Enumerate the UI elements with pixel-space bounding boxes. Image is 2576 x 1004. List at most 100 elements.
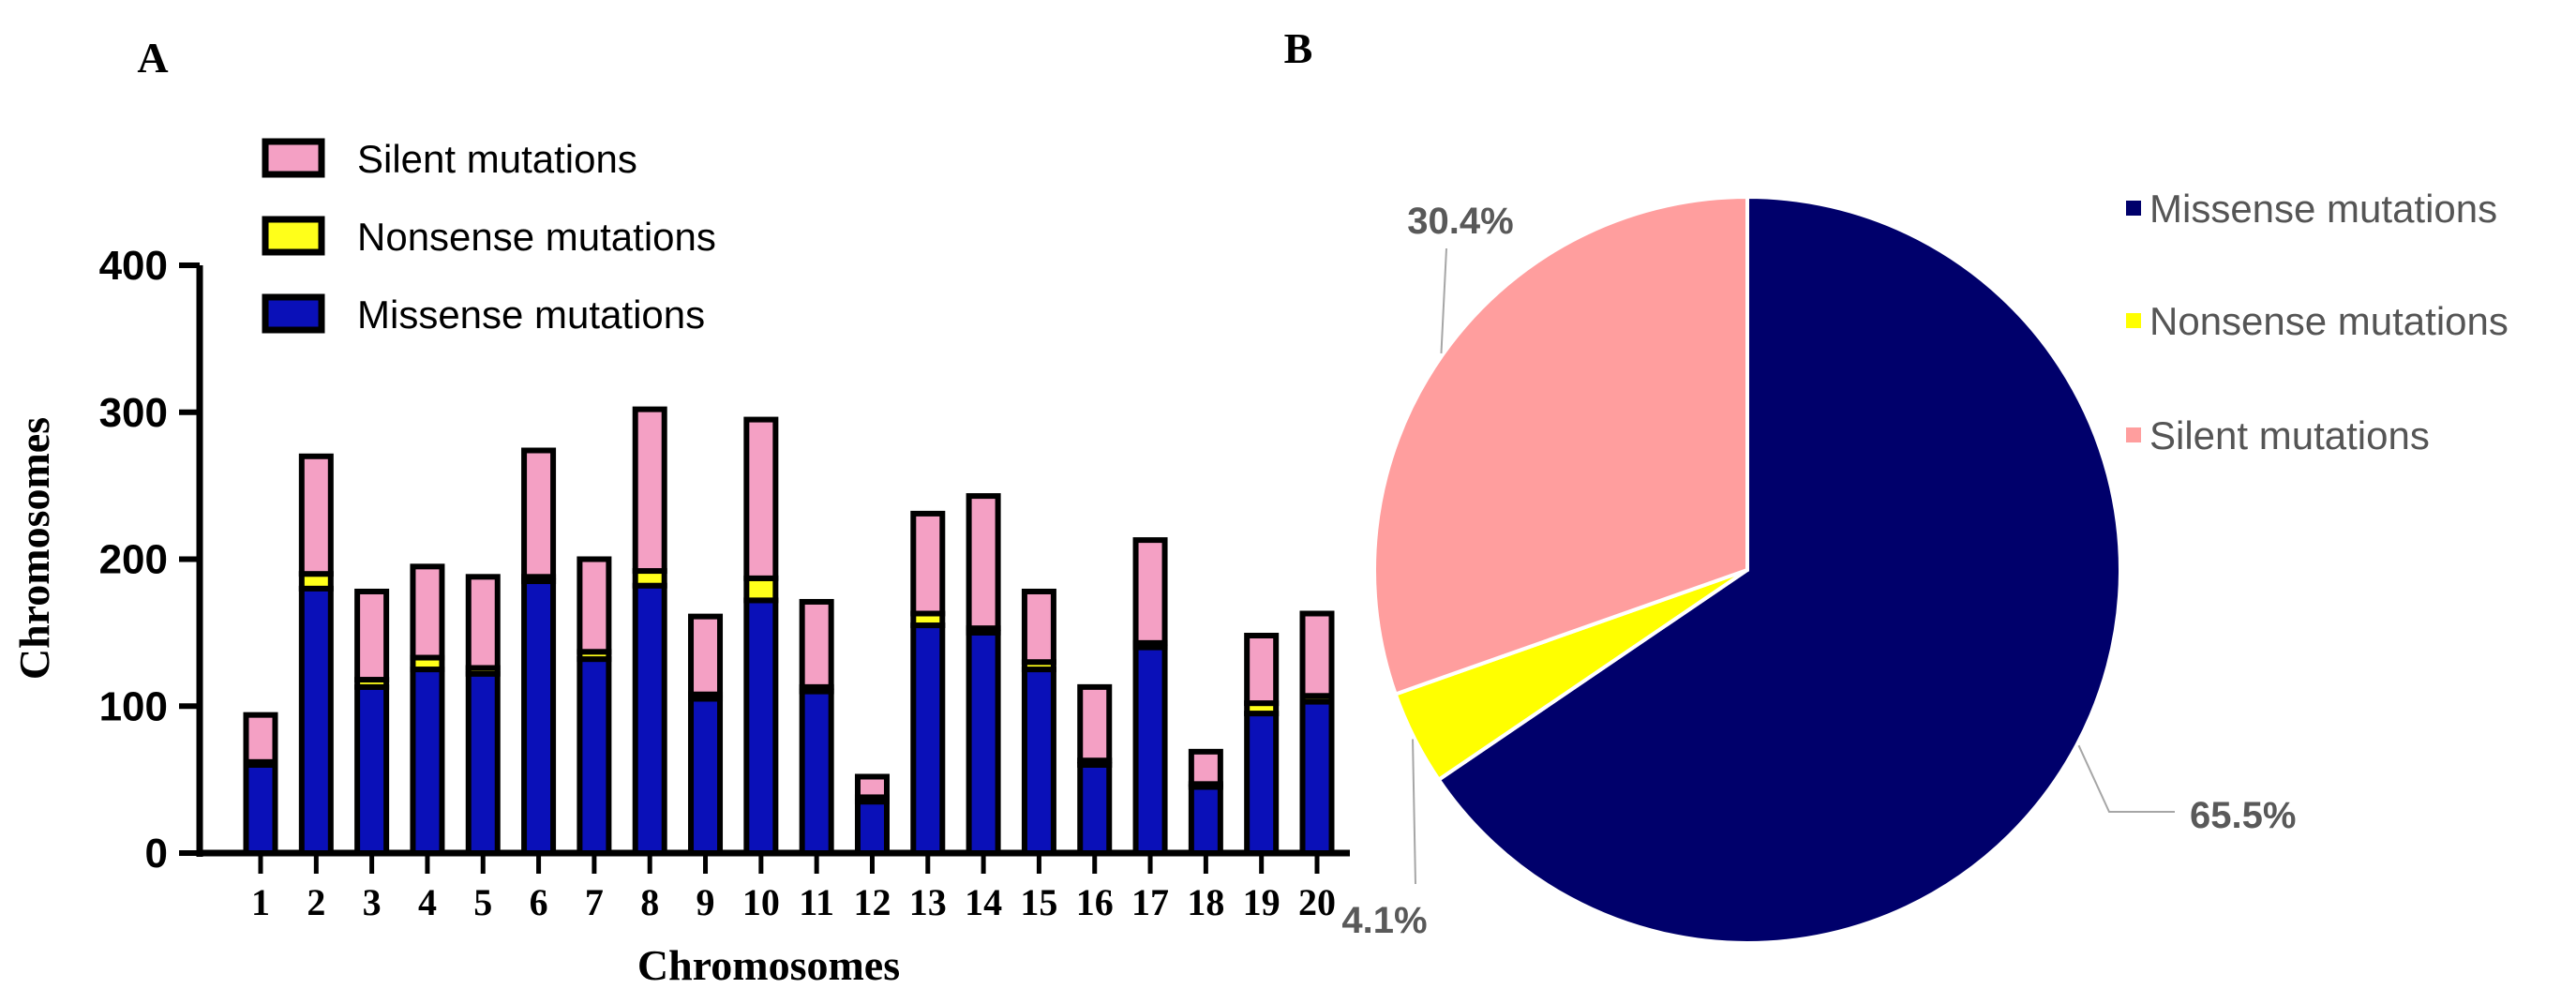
bar-x-tick-label: 6 [530, 881, 548, 923]
bar-legend-label: Nonsense mutations [357, 215, 716, 259]
bar-segment-silent-mutations [1299, 610, 1335, 699]
bar-stack-chr-13 [910, 510, 946, 856]
bar-legend-entry-nonsense-mutations: Nonsense mutations [262, 215, 716, 259]
bar-x-tick-label: 11 [799, 881, 834, 923]
bar-legend-entry-missense-mutations: Missense mutations [262, 292, 705, 337]
panel-a-bar-chart: A Silent mutations Nonsense mutations Miss… [10, 34, 1350, 989]
bar-y-axis: 0 100 200 300 400 [99, 243, 203, 877]
bar-y-tick-label: 300 [99, 390, 168, 436]
bar-segment-silent-mutations [688, 613, 724, 697]
bar-x-tick-label: 2 [307, 881, 325, 923]
pie-data-label-silent-mutations: 30.4% [1407, 201, 1513, 242]
bar-y-tick-label: 200 [99, 537, 168, 583]
bar-segment-silent-mutations [1244, 633, 1280, 707]
pie-legend-entry-missense-mutations: Missense mutations [2126, 187, 2497, 231]
bar-legend-swatch [262, 293, 325, 334]
bar-stack-chr-4 [410, 563, 445, 856]
bar-segment-missense-mutations [1244, 711, 1280, 857]
pie-legend-entry-silent-mutations: Silent mutations [2126, 413, 2430, 457]
bar-segment-silent-mutations [743, 416, 779, 581]
bar-x-tick-label: 7 [585, 881, 604, 923]
bar-segment-missense-mutations [577, 656, 612, 857]
bar-marks [243, 406, 1335, 857]
bar-x-tick-label: 13 [909, 881, 947, 923]
bar-x-tick-label: 4 [418, 881, 437, 923]
bar-segment-silent-mutations [354, 588, 390, 683]
bar-x-tick-label: 17 [1131, 881, 1169, 923]
pie-slices [1372, 194, 2122, 945]
pie-leader-line [1440, 247, 1447, 354]
bar-x-tick-label: 18 [1187, 881, 1224, 923]
bar-x-tick-label: 15 [1020, 881, 1057, 923]
bar-y-axis-title: Chromosomes [10, 417, 58, 680]
bar-stack-chr-5 [465, 574, 501, 857]
bar-x-tick-label: 10 [742, 881, 780, 923]
bar-segment-missense-mutations [688, 696, 724, 856]
bar-segment-silent-mutations [854, 773, 890, 801]
bar-segment-silent-mutations [910, 510, 946, 617]
pie-legend-swatch [2126, 427, 2141, 442]
bar-x-tick-label: 20 [1298, 881, 1336, 923]
bar-stack-chr-19 [1244, 633, 1280, 857]
pie-data-label-nonsense-mutations: 4.1% [1341, 900, 1427, 941]
pie-legend-swatch [2126, 313, 2141, 328]
bar-segment-missense-mutations [966, 629, 1001, 856]
bar-segment-missense-mutations [632, 582, 667, 857]
bar-segment-missense-mutations [354, 683, 390, 856]
bar-segment-missense-mutations [1132, 644, 1168, 856]
pie-data-label-missense-mutations: 65.5% [2190, 795, 2296, 836]
bar-segment-silent-mutations [799, 598, 834, 690]
bar-y-tick-label: 400 [99, 243, 168, 289]
bar-segment-silent-mutations [1132, 537, 1168, 646]
bar-segment-silent-mutations [521, 447, 557, 580]
bar-x-axis: 1 2 3 4 5 6 7 8 9 10 11 12 13 14 15 16 17 18 19 20 [197, 849, 1350, 923]
pie-leader-line [2077, 744, 2175, 813]
bar-segment-silent-mutations [410, 563, 445, 661]
pie-slice-missense-mutations [1436, 194, 2122, 945]
bar-segment-missense-mutations [854, 799, 890, 857]
bar-segment-silent-mutations [465, 574, 501, 671]
bar-segment-missense-mutations [743, 597, 779, 856]
bar-x-tick-label: 14 [965, 881, 1002, 923]
bar-x-tick-label: 9 [696, 881, 715, 923]
bar-segment-silent-mutations [577, 556, 612, 655]
bar-segment-silent-mutations [1188, 748, 1223, 787]
bar-segment-silent-mutations [243, 712, 278, 765]
bar-segment-silent-mutations [632, 406, 667, 575]
bar-stack-chr-14 [966, 493, 1001, 856]
bar-y-tick-label: 100 [99, 683, 168, 729]
pie-legend: Missense mutations Nonsense mutations Sile… [2126, 187, 2509, 457]
panel-b-pie-chart: B 65.5% 4.1% 30.4% Missense mutations Nonse… [1284, 24, 2509, 945]
pie-labels: 65.5% 4.1% 30.4% [1341, 201, 2296, 941]
panel-a-label: A [137, 34, 168, 82]
bar-segment-missense-mutations [243, 761, 278, 857]
bar-stack-chr-2 [298, 453, 334, 856]
pie-legend-label: Missense mutations [2149, 187, 2497, 231]
pie-legend-entry-nonsense-mutations: Nonsense mutations [2126, 299, 2509, 343]
bar-segment-missense-mutations [1021, 667, 1056, 856]
bar-segment-silent-mutations [1021, 588, 1056, 666]
bar-stack-chr-6 [521, 447, 557, 856]
bar-legend-swatch [262, 138, 325, 178]
pie-leader-line [1412, 739, 1416, 885]
panel-b-label: B [1284, 24, 1313, 72]
pie-slice-silent-mutations [1372, 194, 1749, 697]
bar-stack-chr-11 [799, 598, 834, 857]
bar-segment-missense-mutations [910, 622, 946, 856]
bar-x-tick-label: 8 [640, 881, 659, 923]
pie-legend-swatch [2126, 201, 2141, 216]
bar-x-tick-label: 5 [473, 881, 492, 923]
bar-x-tick-label: 12 [853, 881, 891, 923]
bar-stack-chr-3 [354, 588, 390, 856]
bar-legend-label: Silent mutations [357, 137, 637, 181]
bar-x-tick-label: 16 [1076, 881, 1114, 923]
bar-x-axis-title: Chromosomes [637, 941, 900, 989]
bar-segment-missense-mutations [1077, 761, 1113, 857]
bar-stack-chr-12 [854, 773, 890, 857]
bar-stack-chr-10 [743, 416, 779, 856]
bar-stack-chr-7 [577, 556, 612, 857]
pie-legend-label: Nonsense mutations [2149, 299, 2509, 343]
bar-stack-chr-15 [1021, 588, 1056, 856]
bar-stack-chr-9 [688, 613, 724, 856]
